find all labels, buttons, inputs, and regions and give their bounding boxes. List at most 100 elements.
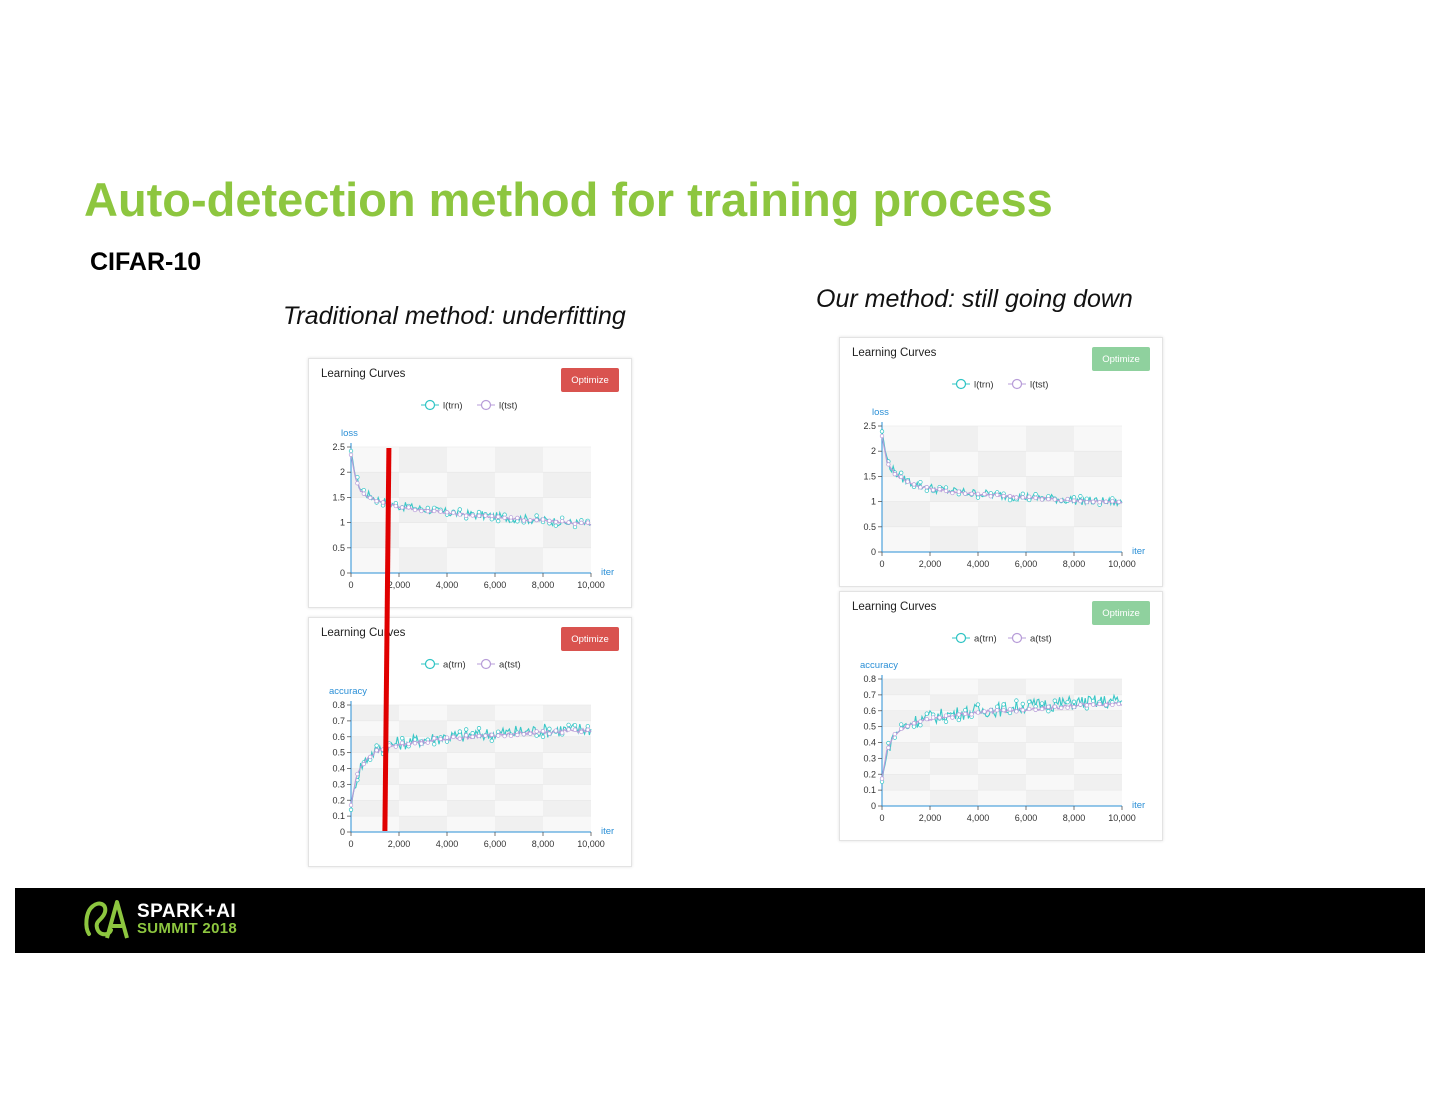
grid-cell xyxy=(543,547,591,573)
series-point-a(trn) xyxy=(1091,698,1096,704)
series-point-a(tst) xyxy=(1071,704,1077,710)
series-point-l(trn) xyxy=(1078,494,1083,499)
series-point-a(tst) xyxy=(918,719,923,724)
series-point-l(tst) xyxy=(444,510,450,515)
brand-event: SUMMIT 2018 xyxy=(137,920,237,937)
series-point-a(tst) xyxy=(995,708,1000,713)
series-point-l(tst) xyxy=(988,494,993,499)
grid-cell xyxy=(399,547,447,573)
series-point-l(tst) xyxy=(1097,500,1102,505)
series-point-l(tst) xyxy=(1020,495,1025,500)
series-point-l(tst) xyxy=(476,513,482,518)
series-point-a(tst) xyxy=(457,736,462,741)
series-point-a(tst) xyxy=(924,716,929,722)
series-point-a(tst) xyxy=(560,730,565,735)
chart-legend: a(trn) a(tst) xyxy=(421,658,521,671)
grid-cell xyxy=(351,800,399,817)
loss-curve-panel-traditional: l(trn) l(tst) loss 0 0.5 1 1.5 2 2.5 0 2,000 4,000 6… xyxy=(308,358,632,608)
grid-cell xyxy=(930,694,978,711)
series-point-l(tst) xyxy=(496,514,501,519)
grid-cell xyxy=(1074,790,1122,806)
y-tick-label: 0 xyxy=(340,827,345,837)
y-tick-label: 0.8 xyxy=(332,700,345,710)
grid-cell xyxy=(1074,710,1122,727)
grid-cell xyxy=(1074,679,1122,695)
grid-cell xyxy=(399,522,447,548)
series-point-l(tst) xyxy=(348,452,354,457)
series-point-l(tst) xyxy=(969,491,974,496)
optimize-button[interactable]: Optimize xyxy=(561,368,619,392)
grid-cell xyxy=(495,800,543,817)
legend-label: l(tst) xyxy=(499,401,517,412)
grid-cell xyxy=(447,816,495,832)
grid-cell xyxy=(1074,726,1122,743)
grid-cell xyxy=(543,752,591,769)
grid-cell xyxy=(351,720,399,737)
grid-cell xyxy=(930,451,978,477)
series-point-a(tst) xyxy=(412,741,418,746)
series-point-l(tst) xyxy=(457,512,462,517)
x-tick-label: 0 xyxy=(348,580,353,590)
series-point-l(tst) xyxy=(368,495,373,500)
series-point-l(tst) xyxy=(489,513,494,519)
series-point-a(tst) xyxy=(540,729,546,734)
series-point-l(tst) xyxy=(1039,497,1045,502)
y-tick-label: 0.1 xyxy=(332,811,345,821)
series-point-a(tst) xyxy=(579,729,584,735)
series-point-a(trn) xyxy=(924,711,929,716)
y-tick-label: 2.5 xyxy=(863,421,876,431)
x-tick-label: 4,000 xyxy=(436,839,459,849)
series-point-a(tst) xyxy=(988,707,993,713)
grid-cell xyxy=(351,447,399,473)
brand-name: SPARK+AI xyxy=(137,901,237,922)
y-axis-label: accuracy xyxy=(329,686,367,697)
grid-cell xyxy=(1074,742,1122,759)
grid-cell xyxy=(351,705,399,721)
dataset-label: CIFAR-10 xyxy=(90,248,202,276)
x-tick-label: 4,000 xyxy=(436,580,459,590)
footer-bar: SPARK+AI SUMMIT 2018 xyxy=(15,888,1425,953)
grid-cell xyxy=(1026,451,1074,477)
series-point-l(tst) xyxy=(1052,497,1057,502)
legend-marker xyxy=(480,658,492,670)
accuracy-curve-panel-ours: a(trn) a(tst) accuracy 0 0.1 0.2 0.3 0.4 0.5 0.6 0… xyxy=(839,591,1163,841)
legend-label: a(trn) xyxy=(974,634,997,645)
y-tick-label: 0.5 xyxy=(332,543,345,553)
grid-cell xyxy=(399,447,447,473)
series-point-l(tst) xyxy=(355,481,360,486)
grid-cell xyxy=(543,768,591,785)
series-point-a(tst) xyxy=(1046,704,1051,709)
series-point-a(tst) xyxy=(432,736,437,741)
grid-cell xyxy=(882,526,930,552)
series-point-l(tst) xyxy=(892,472,897,477)
series-point-a(trn) xyxy=(1020,701,1025,707)
series-point-l(tst) xyxy=(963,491,968,496)
y-tick-label: 0.7 xyxy=(863,690,876,700)
grid-cell xyxy=(495,736,543,753)
series-point-a(tst) xyxy=(419,741,424,746)
series-point-l(trn) xyxy=(918,479,923,485)
series-point-l(tst) xyxy=(937,487,942,492)
series-point-a(tst) xyxy=(1059,705,1064,711)
series-point-a(tst) xyxy=(483,733,488,738)
series-point-a(trn) xyxy=(432,742,437,747)
x-axis-label: iter xyxy=(1132,800,1145,811)
series-point-a(tst) xyxy=(1065,705,1070,710)
optimize-button[interactable]: Optimize xyxy=(561,627,619,651)
series-point-l(tst) xyxy=(1014,495,1019,500)
series-point-a(tst) xyxy=(879,776,885,781)
series-point-a(trn) xyxy=(534,733,539,738)
series-point-l(trn) xyxy=(534,513,539,518)
series-point-a(trn) xyxy=(975,702,981,707)
series-point-a(tst) xyxy=(943,713,949,718)
optimize-button[interactable]: Optimize xyxy=(1092,601,1150,625)
series-point-a(trn) xyxy=(374,743,379,748)
grid-cell xyxy=(543,472,591,498)
series-point-a(trn) xyxy=(956,717,961,723)
series-point-a(tst) xyxy=(931,715,936,720)
series-point-l(tst) xyxy=(361,491,366,496)
series-point-a(tst) xyxy=(937,715,942,720)
optimize-button[interactable]: Optimize xyxy=(1092,347,1150,371)
legend-marker xyxy=(424,658,436,670)
series-point-a(tst) xyxy=(368,754,373,760)
